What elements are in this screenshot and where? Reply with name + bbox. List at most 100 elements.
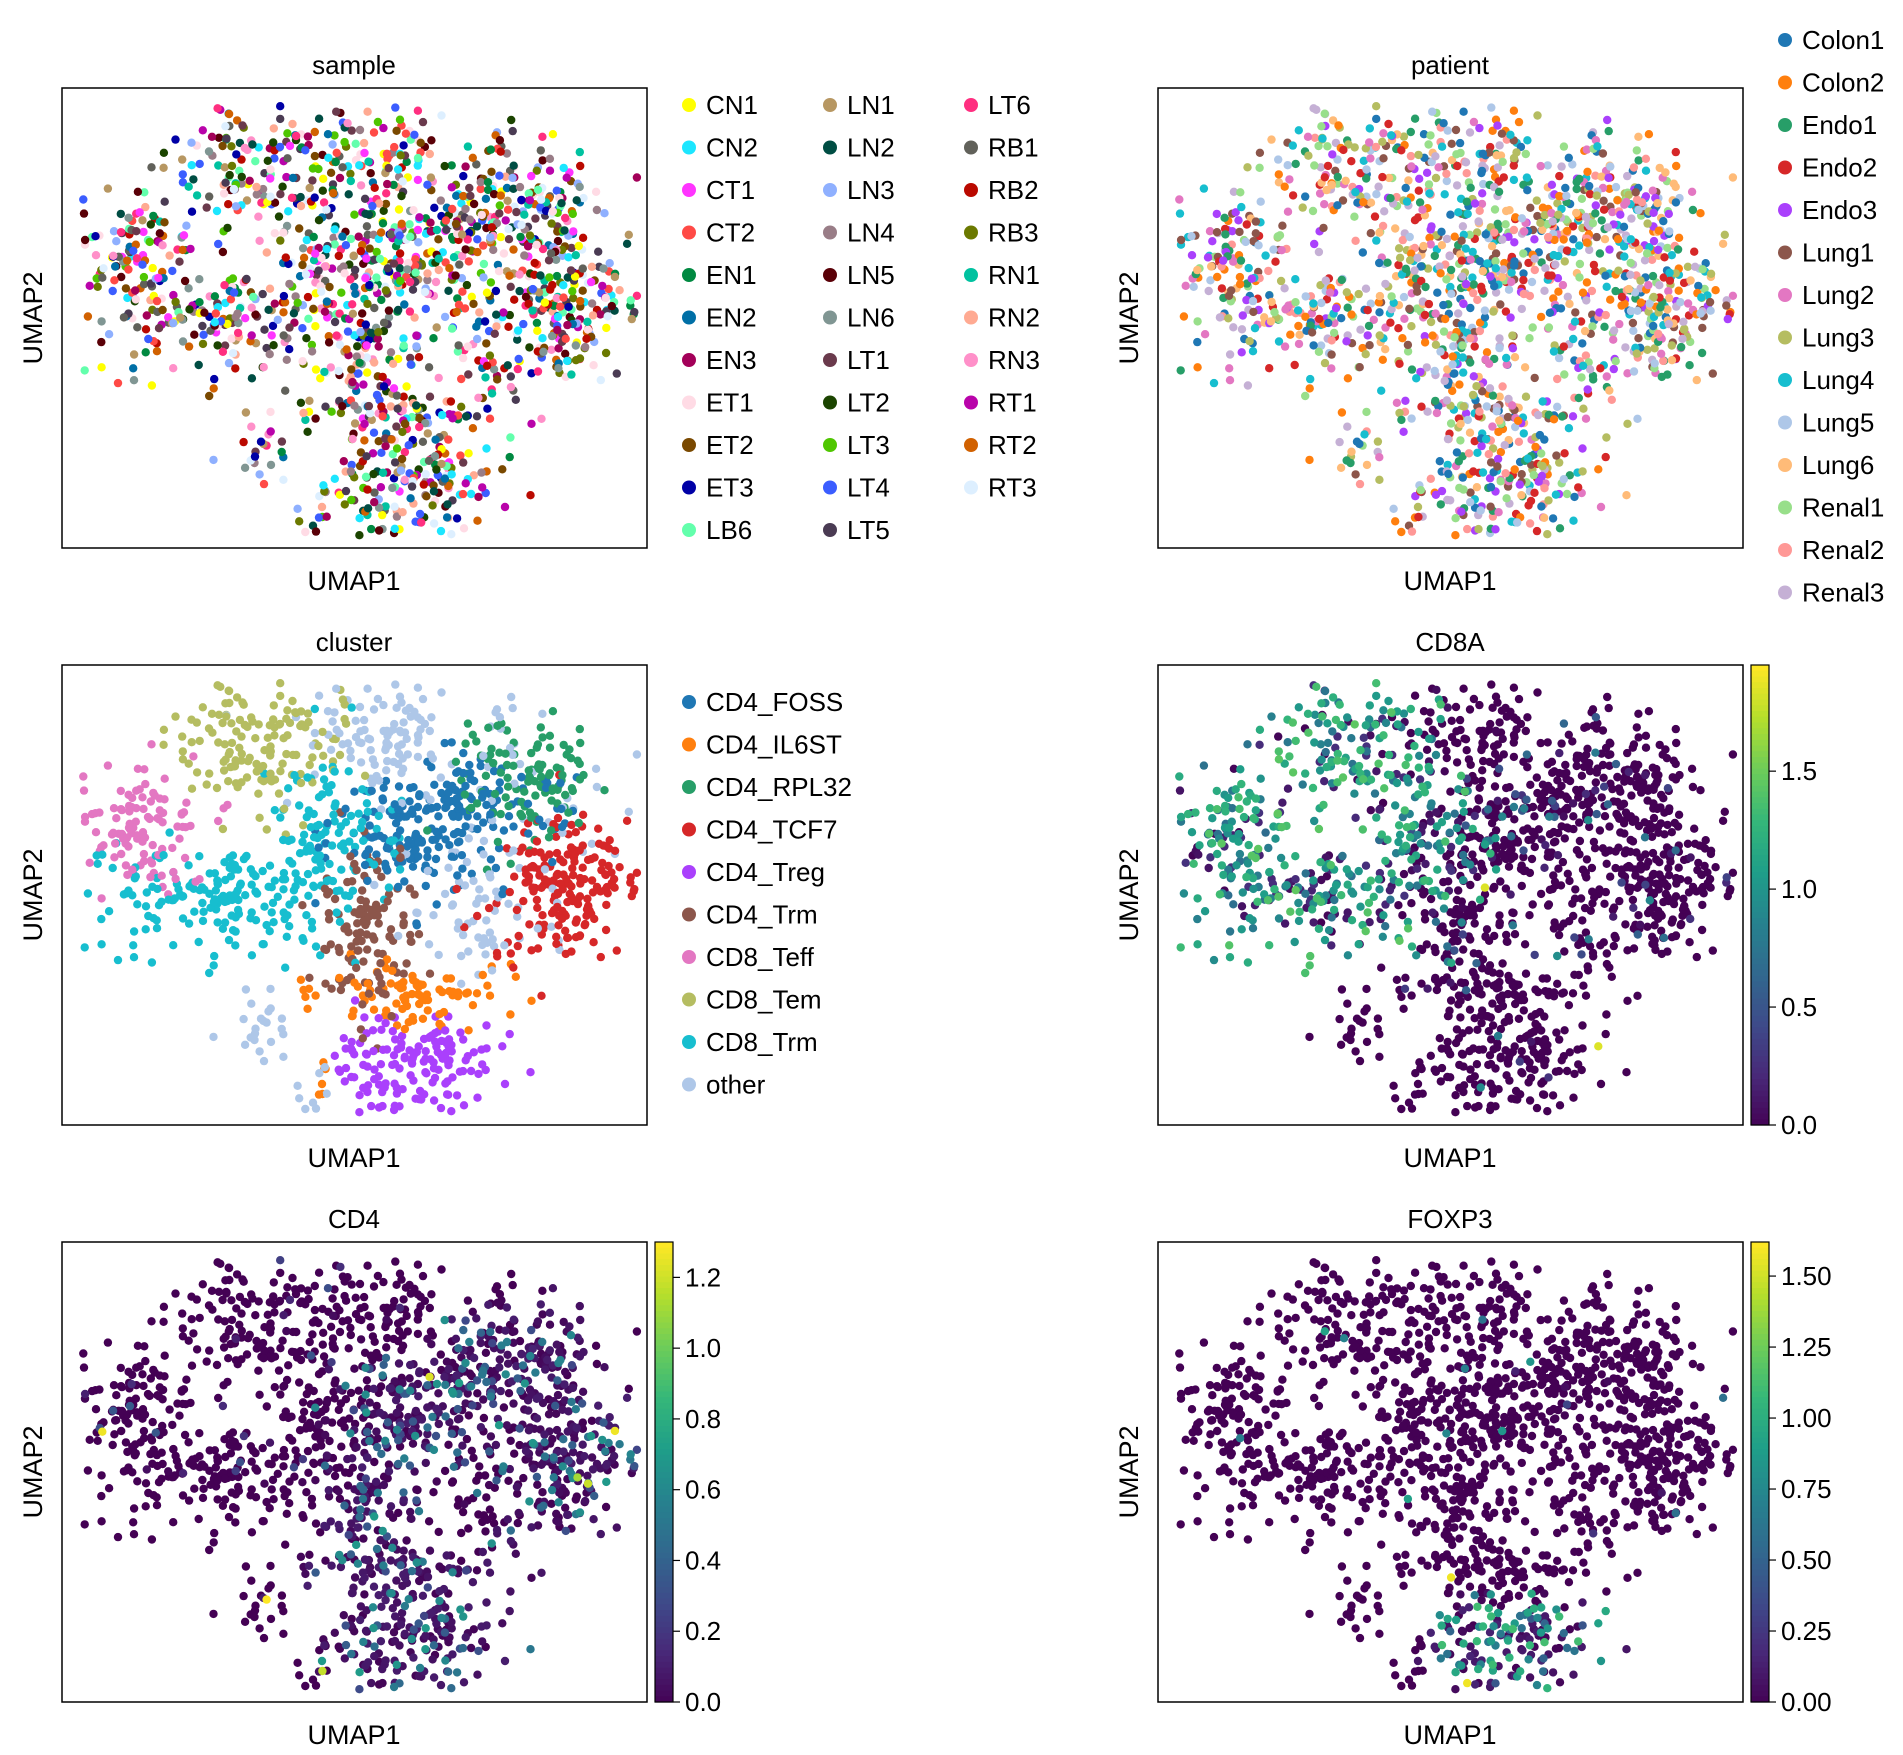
data-point (523, 799, 533, 808)
data-point (355, 531, 364, 540)
data-point (478, 940, 487, 950)
data-point (1331, 304, 1341, 313)
data-point (1294, 126, 1303, 135)
data-point (473, 334, 482, 344)
data-point (1510, 238, 1519, 247)
legend-entry: Endo1 (1778, 110, 1877, 140)
legend-entry: CN2 (682, 133, 758, 163)
data-point (304, 891, 313, 900)
data-point (241, 314, 250, 323)
data-point (353, 342, 362, 351)
data-point (1517, 304, 1526, 314)
data-point (504, 899, 513, 908)
legend-label: LT3 (847, 430, 890, 460)
data-point (1439, 327, 1449, 336)
data-point (1459, 402, 1468, 411)
data-point (1469, 372, 1478, 381)
legend-entry: EN2 (682, 303, 757, 333)
data-point (430, 780, 439, 789)
data-point (1189, 282, 1198, 291)
data-point (508, 126, 517, 136)
data-point (79, 786, 89, 795)
data-point (178, 892, 187, 901)
data-point (474, 393, 483, 402)
data-point (398, 1004, 407, 1014)
data-point (457, 230, 467, 239)
data-point (472, 160, 481, 169)
data-point (1634, 334, 1643, 343)
data-point (327, 407, 336, 416)
data-point (334, 1065, 343, 1074)
data-point (513, 941, 522, 951)
data-point (1407, 162, 1416, 171)
data-point (487, 223, 497, 232)
legend-entry: ET3 (682, 473, 754, 503)
legend-swatch (1778, 203, 1792, 217)
data-point (1431, 490, 1441, 499)
data-point (485, 351, 495, 360)
data-point (535, 815, 544, 824)
data-point (1350, 143, 1359, 152)
data-point (405, 220, 414, 229)
legend: Colon1Colon2Endo1Endo2Endo3Lung1Lung2Lun… (1778, 25, 1884, 608)
data-point (240, 1040, 250, 1049)
data-point (1559, 142, 1569, 151)
data-point (589, 361, 598, 370)
data-point (224, 686, 234, 696)
data-point (436, 1103, 446, 1113)
data-point (207, 132, 217, 141)
data-point (482, 1021, 491, 1030)
data-point (1496, 477, 1505, 486)
data-point (487, 389, 497, 398)
data-point (423, 846, 432, 855)
data-point (1664, 319, 1673, 329)
data-point (1442, 169, 1451, 178)
data-point (187, 784, 197, 793)
legend-entry: Renal3 (1778, 578, 1884, 608)
data-point (1506, 313, 1515, 322)
data-point (461, 245, 470, 254)
data-point (1350, 212, 1359, 221)
data-point (1435, 457, 1444, 466)
data-point (139, 804, 148, 814)
data-point (1267, 297, 1276, 307)
data-point (1653, 199, 1662, 208)
data-point (367, 786, 376, 796)
data-point (1207, 262, 1216, 271)
legend-entry: Colon1 (1778, 25, 1884, 55)
legend-label: LT2 (847, 388, 890, 418)
data-point (189, 175, 198, 184)
data-point (568, 209, 577, 219)
data-point (448, 204, 457, 214)
data-point (1440, 190, 1449, 199)
data-point (406, 494, 415, 503)
data-point (251, 916, 261, 925)
data-point (1234, 216, 1243, 225)
data-point (1285, 175, 1294, 184)
data-point (291, 131, 301, 141)
data-point (147, 740, 156, 749)
data-point (442, 974, 451, 983)
data-point (1705, 297, 1715, 307)
data-point (556, 302, 565, 311)
data-point (1342, 288, 1351, 297)
data-point (258, 184, 268, 194)
data-point (1324, 318, 1333, 328)
data-point (540, 865, 550, 874)
data-point (133, 323, 142, 332)
data-point (1360, 430, 1369, 439)
data-point (1454, 208, 1463, 217)
data-point (442, 225, 451, 234)
data-point (346, 169, 355, 178)
data-point (229, 865, 239, 874)
data-point (220, 918, 230, 927)
data-point (1673, 245, 1683, 254)
data-point (1333, 201, 1342, 210)
data-point (509, 161, 518, 170)
data-point (1457, 507, 1466, 516)
data-point (112, 814, 121, 823)
data-point (506, 282, 515, 291)
data-point (580, 875, 589, 884)
data-point (1426, 317, 1436, 327)
data-point (1327, 336, 1336, 345)
